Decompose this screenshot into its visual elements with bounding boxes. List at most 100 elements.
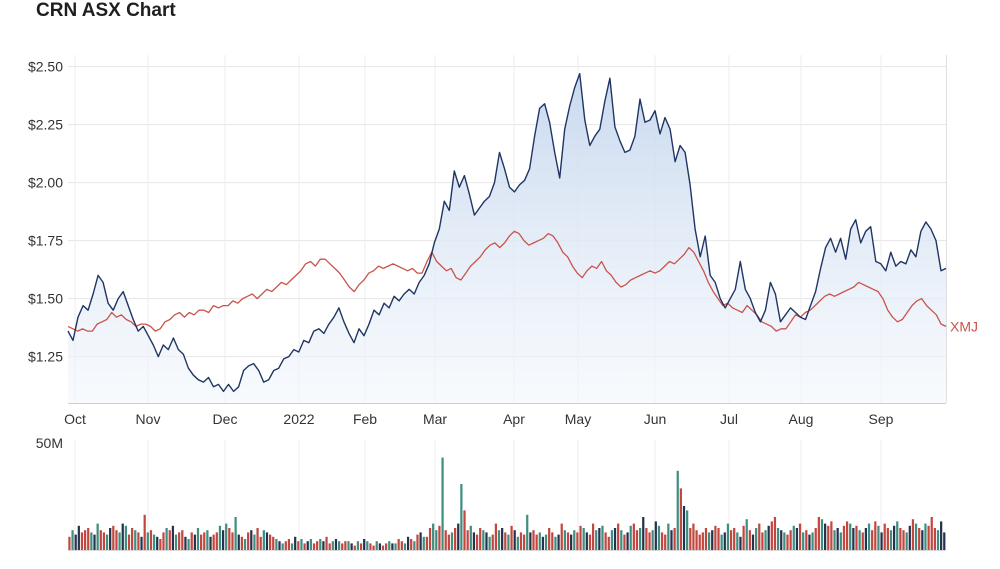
volume-bar [824,523,827,550]
x-tick-label: Sep [869,411,894,427]
volume-bar [200,534,203,550]
x-tick-label: Jul [720,411,738,427]
volume-bar [541,536,545,550]
volume-bar [748,530,751,550]
volume-bar [720,534,723,550]
volume-bar [159,539,162,550]
x-tick-label: Feb [353,411,377,427]
volume-bar [877,525,880,550]
x-tick-label: May [565,411,591,427]
y-tick-label: $1.75 [28,233,63,249]
volume-bar [485,532,488,550]
volume-bar [381,545,385,550]
volume-bar [275,539,278,550]
volume-bar [488,536,491,550]
volume-bar [137,532,140,550]
volume-bar [789,530,792,550]
volume-bar [557,534,560,550]
volume-bar [795,528,799,550]
volume-bar [758,523,761,550]
volume-bar [632,523,635,550]
volume-bar [90,532,93,550]
volume-bar [105,534,109,550]
volume-bar [933,528,936,550]
volume-bar [369,543,372,550]
volume-bar [698,534,701,550]
volume-bar [902,530,905,550]
y-tick-label: $2.50 [28,59,63,75]
volume-bar [178,532,181,550]
volume-bar [874,521,877,550]
volume-bar [497,530,501,550]
volume-bar [309,539,312,550]
volume-bar [808,534,811,550]
volume-bar [827,525,830,550]
volume-bar [225,523,228,550]
volume-bar [312,543,316,550]
volume-bar [733,528,736,550]
volume-bar [513,530,516,550]
volume-bar [403,543,407,550]
volume-bar [363,539,366,550]
x-tick-label: Aug [789,411,814,427]
volume-bar [548,528,551,550]
volume-bar [394,543,397,550]
volume-bar [639,528,642,550]
volume-bar [482,530,485,550]
x-axis-ticks: Oct Nov Dec 2022 Feb Mar Apr May Jun Jul Aug Sep [64,411,894,427]
volume-bar [764,530,767,550]
volume-bar [510,525,513,550]
volume-bar [419,532,422,550]
volume-bar [745,519,748,550]
volume-bar [839,532,842,550]
volume-bar [432,523,435,550]
volume-bar [783,532,786,550]
volume-bar [792,525,795,550]
volume-bar [930,517,933,550]
volume-bar [149,530,153,550]
volume-bar [780,530,783,550]
volume-bar [428,528,432,550]
volume-bar [830,521,833,550]
volume-bar [146,532,149,550]
volume-bar [604,532,607,550]
volume-bar [300,539,303,550]
volume-bar [250,530,253,550]
volume-bar [535,534,538,550]
crn-area-layer [68,73,946,403]
volume-bar [378,543,381,550]
volume-bar [294,536,297,550]
volume-bar [911,519,915,550]
volume-bar [247,532,250,550]
volume-bar [115,530,118,550]
volume-bar [908,525,911,550]
volume-bar [140,536,143,550]
volume-bar [736,532,739,550]
volume-bar [607,536,610,550]
volume-bar [397,539,400,550]
volume-bar [811,532,814,550]
volume-bar [184,536,187,550]
volume-bar [143,514,146,550]
volume-bar [234,517,237,550]
volume-bar [802,532,805,550]
volume-bar [695,530,698,550]
volume-bar [836,528,839,550]
volume-bar [112,525,115,550]
volume-bar [359,543,363,550]
volume-bar [924,523,927,550]
volume-bar [814,528,817,550]
volume-bar [152,534,156,550]
volume-bar [852,528,855,550]
volume-bar [187,539,190,550]
volume-bar [786,534,789,550]
volume-bar [237,534,240,550]
volume-bar [864,528,868,550]
volume-bar [228,528,231,550]
volume-bar [686,510,689,550]
volume-bar [334,539,338,550]
volume-bar [212,534,215,550]
volume-bar [83,530,87,550]
volume-bar [74,534,77,550]
